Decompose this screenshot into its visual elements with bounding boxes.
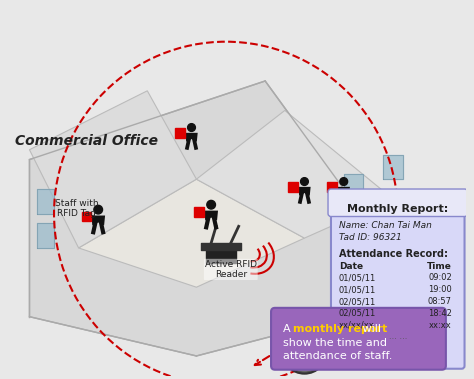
Text: 01/05/11: 01/05/11 (339, 285, 376, 294)
Text: monthly report: monthly report (292, 324, 387, 334)
Text: 09:02: 09:02 (428, 274, 452, 282)
FancyBboxPatch shape (271, 308, 446, 370)
Text: Commercial Office: Commercial Office (15, 134, 158, 148)
Bar (327, 182, 337, 192)
Circle shape (188, 124, 195, 132)
Circle shape (94, 205, 102, 214)
Circle shape (282, 329, 327, 374)
Text: 18:42: 18:42 (428, 309, 452, 318)
Text: will: will (359, 324, 382, 334)
Bar (82, 211, 91, 221)
Circle shape (301, 178, 309, 185)
Text: Staff with
RFID Tag: Staff with RFID Tag (55, 199, 99, 218)
Polygon shape (298, 187, 310, 196)
Text: Date: Date (339, 262, 363, 271)
Polygon shape (185, 133, 198, 142)
Text: Active RFID
Reader: Active RFID Reader (205, 260, 257, 279)
Text: 19:00: 19:00 (428, 285, 452, 294)
Text: A: A (283, 324, 294, 334)
Text: 02/05/11: 02/05/11 (339, 297, 376, 306)
Bar (288, 182, 298, 192)
Polygon shape (29, 91, 196, 248)
Polygon shape (91, 216, 105, 226)
FancyBboxPatch shape (328, 189, 467, 216)
Text: xx:xx: xx:xx (429, 321, 452, 330)
Text: Monthly Report:: Monthly Report: (347, 204, 448, 214)
Text: Time: Time (427, 262, 452, 271)
Bar (194, 207, 204, 216)
Text: Attendance Record:: Attendance Record: (339, 249, 448, 259)
Text: attendance of staff.: attendance of staff. (283, 351, 392, 361)
Polygon shape (204, 211, 218, 221)
Text: Name: Chan Tai Man: Name: Chan Tai Man (339, 221, 432, 230)
Bar (175, 128, 185, 138)
Text: 01/05/11: 01/05/11 (339, 274, 376, 282)
FancyBboxPatch shape (331, 196, 465, 369)
Polygon shape (29, 81, 422, 356)
Polygon shape (79, 179, 304, 287)
Text: 08:57: 08:57 (428, 297, 452, 306)
Text: 02/05/11: 02/05/11 (339, 309, 376, 318)
Text: 30-50m
radius: 30-50m radius (291, 311, 337, 332)
Polygon shape (196, 110, 393, 238)
Text: xx/xx/xx: xx/xx/xx (339, 321, 374, 330)
Text: Tad ID: 96321: Tad ID: 96321 (339, 233, 401, 242)
Polygon shape (337, 187, 350, 196)
Circle shape (340, 178, 347, 185)
Text: ... ...: ... ... (389, 332, 407, 341)
Circle shape (207, 200, 216, 209)
Text: show the time and: show the time and (283, 338, 387, 348)
Circle shape (285, 331, 324, 371)
